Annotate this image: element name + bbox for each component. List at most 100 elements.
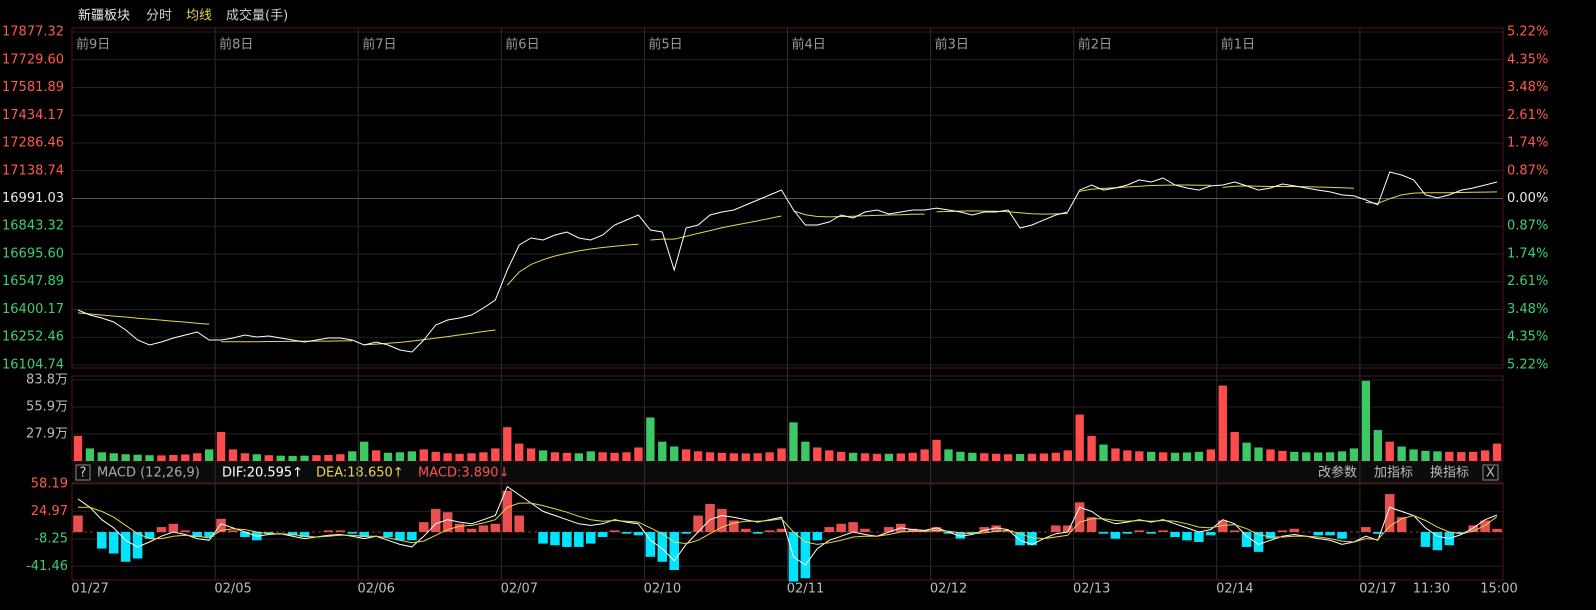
volume-tick-label: 83.8万 [26,373,68,388]
date-label: 02/07 [501,582,538,597]
volume-bar [1397,446,1406,461]
volume-bar [956,451,965,461]
volume-bar [503,427,512,461]
volume-bar [1445,451,1454,461]
day-label: 前1日 [1221,37,1255,53]
volume-bar [216,432,226,461]
pct-tick-label: 4.35% [1507,52,1548,67]
macd-bar [991,525,1001,533]
volume-bar [479,452,488,461]
volume-bar [1135,451,1144,461]
macd-bar [729,520,739,533]
macd-bar [705,503,715,533]
avg-line [221,340,353,343]
macd-tick-label: -41.46 [26,559,68,574]
macd-bar [621,532,632,534]
pct-tick-label: 0.87% [1507,163,1548,178]
volume-bar [193,453,202,461]
tab[interactable]: 分时 [146,9,172,24]
avg-line [1222,185,1354,189]
volume-bar [431,451,440,461]
day-label: 前8日 [219,37,253,53]
close-box[interactable] [1482,464,1499,481]
close[interactable]: X [1486,466,1495,481]
volume-bar [801,441,810,461]
help[interactable]: ? [80,466,87,481]
volume-bar [658,441,667,461]
volume-bar [729,453,739,461]
macd-bar [144,532,155,539]
macd-bar [335,530,346,533]
day-label: 前4日 [792,37,826,53]
volume-bar [598,452,607,461]
macd-bar [907,528,918,533]
volume-bar [157,455,166,461]
tab[interactable]: 成交量(手) [226,8,288,24]
day-label: 前5日 [648,37,682,53]
volume-bar [1278,450,1287,461]
macd-bar [1384,494,1395,533]
macd-bar [776,528,787,533]
macd-bar [609,530,620,533]
macd-bar [967,532,978,534]
day-label: 前3日 [935,37,969,53]
board-title: 新疆板块 [78,8,130,24]
macd-bar [1456,532,1467,534]
macd-bar [848,522,858,533]
pct-tick-label: 1.74% [1507,136,1548,151]
macd-bar [216,518,226,533]
date-label: 02/11 [787,582,824,597]
macd-bar [884,527,894,533]
macd-bar [1241,532,1252,547]
macd-bar [1206,532,1216,536]
date-label: 02/13 [1073,582,1110,597]
y-tick-label: 17286.46 [2,136,64,151]
macd-bar [108,532,119,554]
tab[interactable]: 均线 [186,9,212,24]
volume-bar [1254,447,1263,461]
macd-bar [836,523,846,533]
button[interactable]: 换指标 [1430,466,1469,481]
dif-label: DIF:20.595↑ [222,466,303,481]
volume-bar [920,449,929,461]
pct-tick-label: 5.22% [1507,25,1548,40]
volume-bar [705,452,715,461]
volume-bar [145,455,154,461]
pct-tick-label: 2.61% [1507,108,1548,123]
volume-bar [574,453,583,461]
macd-bar [1361,527,1371,533]
volume-bar [622,452,631,461]
macd-bar [407,532,417,541]
date-label: 01/27 [71,582,108,597]
macd-bar [490,523,501,533]
volume-bar [73,435,83,461]
volume-bar [97,452,106,461]
macd-bar [156,527,167,533]
volume-bar [765,452,774,461]
macd-bar [1003,530,1013,533]
volume-bar [204,449,214,461]
day-label: 前7日 [362,37,396,53]
avg-line [77,312,210,325]
volume-bar [932,439,941,461]
macd-bar [1289,528,1300,533]
button[interactable]: 加指标 [1374,466,1413,481]
volume-bar [1123,450,1132,461]
volume-bar [264,455,273,461]
volume-bar [1051,452,1060,461]
macd-bar [1229,530,1240,533]
volume-bar [1242,442,1251,461]
avg-line [793,210,925,218]
date-label: 02/17 [1359,582,1396,597]
macd-bar [228,530,238,533]
volume-bar [1266,449,1275,461]
volume-bar [538,450,548,461]
button[interactable]: 改参数 [1318,465,1357,481]
volume-bar [717,452,727,461]
macd-bar [180,530,191,533]
volume-bar [1194,451,1204,461]
volume-bar [300,455,309,461]
help-box[interactable] [75,464,91,481]
macd-bar [943,532,954,534]
